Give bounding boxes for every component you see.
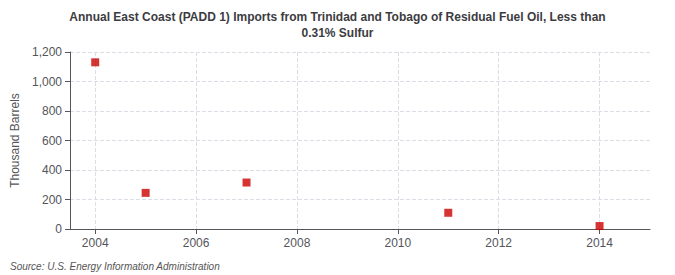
svg-text:800: 800 (42, 104, 62, 118)
svg-text:2014: 2014 (586, 236, 613, 250)
svg-text:Source: U.S. Energy Informatio: Source: U.S. Energy Information Administ… (10, 261, 220, 272)
svg-text:1,000: 1,000 (32, 75, 62, 89)
svg-text:Annual East Coast (PADD 1) Imp: Annual East Coast (PADD 1) Imports from … (69, 10, 605, 24)
svg-text:Thousand Barrels: Thousand Barrels (8, 93, 22, 188)
svg-text:2012: 2012 (485, 236, 512, 250)
svg-text:1,200: 1,200 (32, 45, 62, 59)
svg-text:2008: 2008 (284, 236, 311, 250)
svg-text:200: 200 (42, 193, 62, 207)
svg-text:400: 400 (42, 163, 62, 177)
svg-text:600: 600 (42, 134, 62, 148)
svg-text:0.31% Sulfur: 0.31% Sulfur (301, 26, 373, 40)
svg-text:2004: 2004 (82, 236, 109, 250)
svg-text:0: 0 (55, 222, 62, 236)
svg-text:2006: 2006 (183, 236, 210, 250)
svg-text:2010: 2010 (384, 236, 411, 250)
